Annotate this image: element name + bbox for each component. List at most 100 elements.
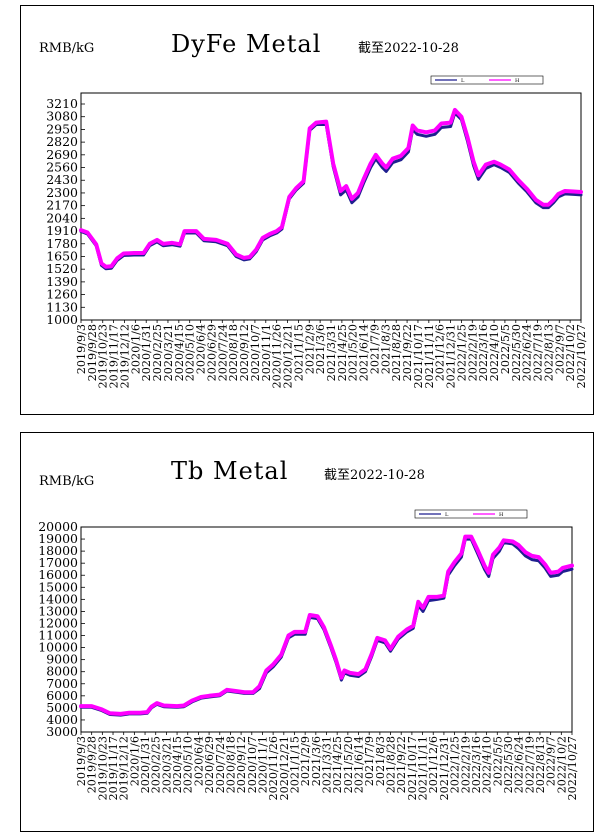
x-tick-label: 2021/6/14 <box>353 736 366 793</box>
x-tick-label: 2021/7/9 <box>363 736 376 786</box>
y-tick-label: 3000 <box>46 724 78 739</box>
legend-label-h: H <box>499 512 504 518</box>
x-tick-label: 2020/11/1 <box>260 324 273 381</box>
x-tick-label: 2021/9/22 <box>401 324 414 381</box>
y-tick-label: 7000 <box>46 676 78 691</box>
x-tick-label: 2020/2/25 <box>150 736 163 793</box>
y-tick-label: 2170 <box>46 198 78 213</box>
x-tick-label: 2022/1/25 <box>455 324 468 381</box>
y-tick-label: 17000 <box>38 555 78 570</box>
x-tick-label: 2022/7/19 <box>532 324 545 381</box>
x-tick-label: 2021/3/31 <box>325 324 338 381</box>
y-tick-label: 12000 <box>38 615 78 630</box>
y-tick-label: 13000 <box>38 603 78 618</box>
x-tick-label: 2022/7/19 <box>523 736 536 793</box>
y-tick-label: 1910 <box>46 223 78 238</box>
x-tick-label: 2022/5/30 <box>510 324 523 381</box>
x-tick-label: 2020/11/26 <box>267 736 280 800</box>
x-tick-label: 2021/4/25 <box>331 736 344 793</box>
x-tick-label: 2020/6/4 <box>195 324 208 374</box>
x-tick-label: 2021/1/15 <box>288 736 301 793</box>
y-tick-label: 1520 <box>46 261 78 276</box>
x-tick-label: 2020/6/29 <box>205 324 218 381</box>
x-tick-label: 2022/10/2 <box>555 736 568 793</box>
x-tick-label: 2020/1/6 <box>128 736 141 786</box>
x-tick-label: 2019/11/17 <box>108 324 121 388</box>
x-tick-label: 2022/2/19 <box>466 324 479 381</box>
y-tick-label: 3080 <box>46 109 78 124</box>
x-tick-label: 2021/9/22 <box>395 736 408 793</box>
x-tick-label: 2021/5/20 <box>347 324 360 381</box>
legend: L H <box>414 509 528 519</box>
series-line-l <box>79 537 574 717</box>
x-tick-label: 2022/5/5 <box>499 324 512 374</box>
x-tick-label: 2020/5/10 <box>184 324 197 381</box>
x-tick-label: 2022/6/24 <box>513 736 526 793</box>
x-tick-label: 2020/10/7 <box>246 736 259 793</box>
x-tick-label: 2022/4/10 <box>488 324 501 381</box>
x-tick-label: 2021/6/14 <box>358 324 371 381</box>
x-tick-label: 2022/10/27 <box>575 324 588 388</box>
x-tick-label: 2021/8/28 <box>390 324 403 381</box>
x-tick-label: 2020/3/21 <box>162 324 175 381</box>
x-tick-label: 2020/9/12 <box>238 324 251 381</box>
x-tick-label: 2020/7/24 <box>216 324 229 381</box>
x-tick-label: 2019/11/17 <box>107 736 120 800</box>
y-tick-label: 1000 <box>46 312 78 327</box>
x-tick-label: 2021/3/6 <box>310 736 323 786</box>
x-tick-label: 2021/4/25 <box>336 324 349 381</box>
y-tick-label: 1130 <box>46 299 78 314</box>
x-tick-label: 2021/10/17 <box>406 736 419 800</box>
legend: L H <box>430 75 544 85</box>
as-of-date: 截至2022-10-28 <box>324 468 425 483</box>
legend-label-h: H <box>515 78 520 84</box>
x-tick-label: 2020/12/21 <box>278 736 291 800</box>
x-tick-label: 2021/1/15 <box>292 324 305 381</box>
x-tick-label: 2021/12/6 <box>427 736 440 793</box>
x-tick-label: 2022/9/7 <box>553 324 566 374</box>
x-tick-label: 2020/11/1 <box>256 736 269 793</box>
unit-label: RMB/kG <box>39 41 94 56</box>
y-tick-label: 1780 <box>46 236 78 251</box>
x-tick-label: 2022/8/13 <box>542 324 555 381</box>
x-tick-label: 2022/10/2 <box>564 324 577 381</box>
x-tick-label: 2022/5/5 <box>491 736 504 786</box>
x-tick-label: 2021/8/3 <box>374 736 387 786</box>
x-tick-label: 2019/12/12 <box>118 736 131 800</box>
x-tick-label: 2020/1/31 <box>140 324 153 381</box>
x-tick-label: 2022/6/24 <box>521 324 534 381</box>
x-tick-label: 2019/10/23 <box>97 324 110 388</box>
y-tick-label: 1390 <box>46 274 78 289</box>
y-tick-label: 2950 <box>46 121 78 136</box>
x-tick-label: 2020/8/18 <box>224 736 237 793</box>
y-tick-label: 14000 <box>38 591 78 606</box>
x-tick-label: 2021/12/6 <box>434 324 447 381</box>
x-tick-label: 2021/12/31 <box>445 324 458 388</box>
y-tick-label: 2040 <box>46 210 78 225</box>
dyfe-chart-panel: RMB/kG DyFe Metal 截至2022-10-28 L H 3210 3… <box>20 5 594 415</box>
y-tick-label: 8000 <box>46 664 78 679</box>
legend-box <box>414 509 528 519</box>
x-tick-label: 2021/2/9 <box>299 736 312 786</box>
x-tick-label: 2019/9/3 <box>75 324 88 374</box>
x-tick-label: 2022/4/10 <box>481 736 494 793</box>
y-tick-label: 2430 <box>46 172 78 187</box>
x-tick-label: 2021/8/28 <box>385 736 398 793</box>
y-tick-label: 1260 <box>46 287 78 302</box>
x-tick-label: 2021/5/20 <box>342 736 355 793</box>
x-tick-label: 2020/11/26 <box>271 324 284 388</box>
y-tick-label: 2690 <box>46 147 78 162</box>
x-tick-label: 2022/10/27 <box>566 736 579 800</box>
y-tick-label: 19000 <box>38 531 78 546</box>
y-tick-label: 20000 <box>38 519 78 534</box>
x-tick-label: 2019/9/3 <box>75 736 88 786</box>
x-tick-label: 2020/1/6 <box>129 324 142 374</box>
y-tick-label: 6000 <box>46 688 78 703</box>
legend-label-l: L <box>445 512 449 518</box>
x-tick-label: 2021/3/31 <box>321 736 334 793</box>
series-line-l <box>79 111 583 271</box>
y-tick-label: 9000 <box>46 652 78 667</box>
x-tick-label: 2021/8/3 <box>379 324 392 374</box>
plot-area <box>80 92 582 321</box>
x-tick-label: 2022/9/7 <box>545 736 558 786</box>
